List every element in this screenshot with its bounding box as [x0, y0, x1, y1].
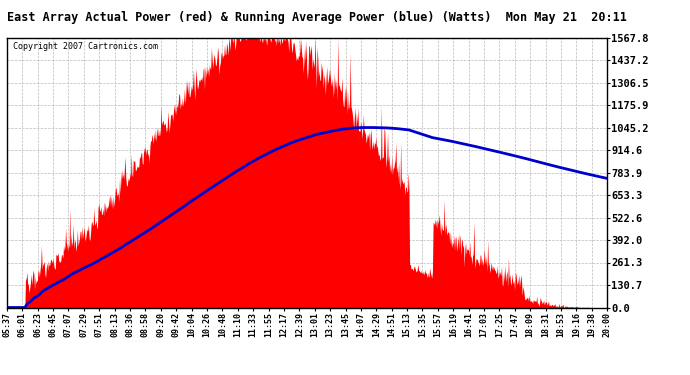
- Text: Copyright 2007 Cartronics.com: Copyright 2007 Cartronics.com: [13, 42, 158, 51]
- Text: East Array Actual Power (red) & Running Average Power (blue) (Watts)  Mon May 21: East Array Actual Power (red) & Running …: [7, 11, 627, 24]
